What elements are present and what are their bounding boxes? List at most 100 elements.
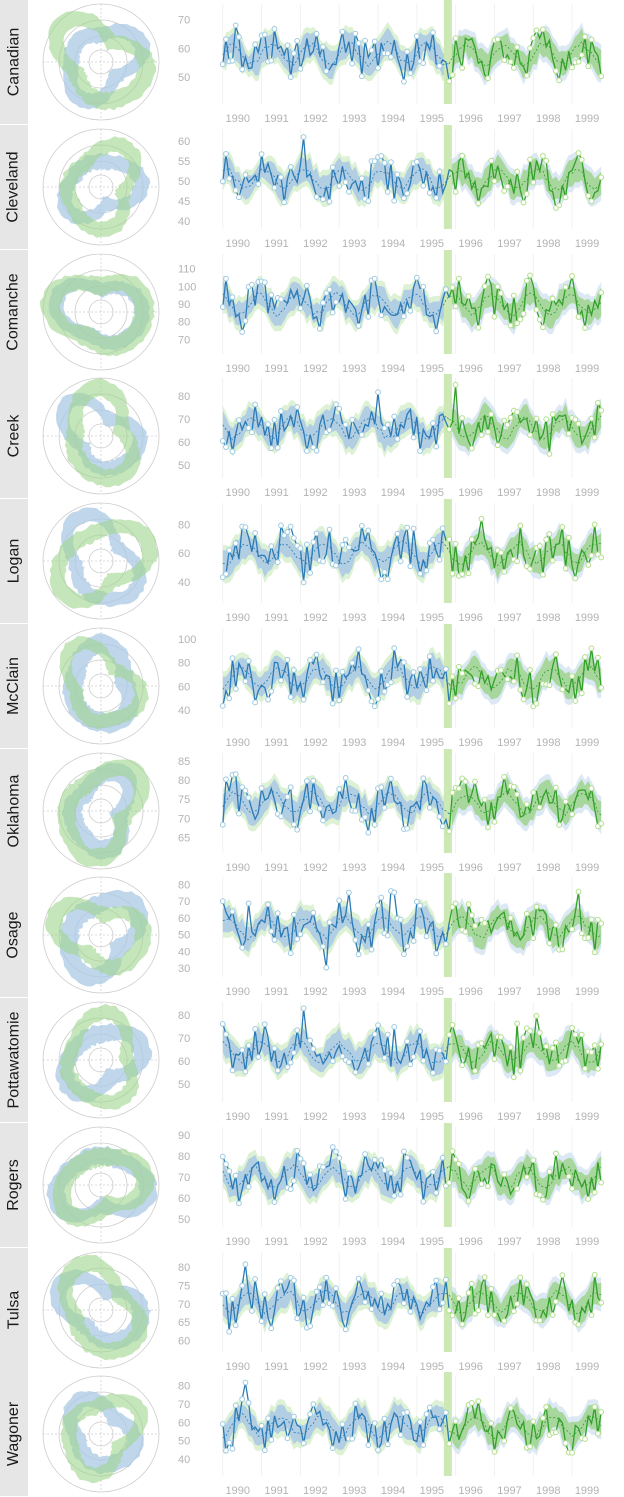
data-point bbox=[219, 898, 226, 905]
data-point bbox=[546, 940, 553, 947]
train-test-split-band bbox=[443, 873, 452, 978]
x-tick-label: 1994 bbox=[381, 612, 405, 623]
data-point bbox=[598, 73, 605, 80]
observed-line-green bbox=[448, 1150, 602, 1204]
data-point bbox=[287, 523, 294, 530]
data-point bbox=[514, 790, 520, 797]
data-point bbox=[294, 1314, 301, 1321]
data-point bbox=[507, 322, 514, 328]
data-point bbox=[507, 415, 514, 421]
data-point bbox=[552, 1298, 559, 1305]
data-point bbox=[498, 1034, 504, 1041]
x-tick-label: 1990 bbox=[226, 737, 250, 748]
data-point bbox=[443, 285, 449, 292]
data-point bbox=[310, 1046, 317, 1052]
data-point bbox=[223, 1031, 229, 1038]
data-point bbox=[536, 1029, 543, 1036]
data-point bbox=[378, 894, 385, 901]
data-point bbox=[271, 26, 278, 32]
y-tick-label: 70 bbox=[178, 334, 190, 346]
data-point bbox=[559, 946, 566, 953]
data-point bbox=[552, 1039, 559, 1046]
data-point bbox=[219, 178, 226, 185]
data-point bbox=[248, 429, 255, 436]
x-tick-label: 1992 bbox=[303, 113, 327, 124]
x-tick-label: 1991 bbox=[264, 238, 288, 249]
data-point bbox=[488, 157, 495, 164]
data-point bbox=[485, 1311, 491, 1318]
data-point bbox=[494, 36, 501, 43]
data-point bbox=[333, 562, 339, 569]
data-point bbox=[459, 1320, 466, 1327]
panel-plot: 40 45 50 55 60 1990 1991 1992 1993 1994 1995 1996 19… bbox=[42, 124, 605, 249]
data-point bbox=[384, 1031, 391, 1038]
y-tick-label: 40 bbox=[178, 705, 190, 717]
data-point bbox=[342, 421, 349, 428]
x-tick-label: 1998 bbox=[536, 113, 560, 124]
data-point bbox=[333, 298, 339, 305]
data-point bbox=[329, 1058, 336, 1064]
data-point bbox=[472, 1067, 478, 1074]
y-tick-label: 80 bbox=[178, 880, 190, 892]
data-point bbox=[465, 570, 472, 577]
y-tick-label: 50 bbox=[178, 176, 190, 188]
data-point bbox=[485, 75, 491, 82]
data-point bbox=[540, 152, 546, 159]
data-point bbox=[388, 1169, 394, 1176]
data-point bbox=[452, 382, 459, 388]
data-point bbox=[459, 152, 466, 159]
x-tick-label: 1998 bbox=[536, 363, 560, 374]
data-point bbox=[517, 1067, 524, 1074]
data-point bbox=[598, 1179, 605, 1186]
x-tick-label: 1997 bbox=[497, 862, 521, 873]
data-point bbox=[333, 1148, 339, 1155]
x-tick-label: 1997 bbox=[497, 1111, 521, 1122]
data-point bbox=[595, 1431, 601, 1437]
x-tick-label: 1994 bbox=[381, 986, 405, 997]
data-point bbox=[569, 1185, 575, 1192]
data-point bbox=[556, 1062, 563, 1069]
data-point bbox=[391, 1023, 398, 1030]
data-point bbox=[261, 31, 268, 38]
x-tick-label: 1994 bbox=[381, 862, 405, 873]
data-point bbox=[575, 313, 582, 320]
x-tick-label: 1995 bbox=[420, 862, 444, 873]
x-tick-label: 1994 bbox=[381, 1485, 405, 1496]
data-point bbox=[591, 521, 598, 528]
data-point bbox=[549, 1045, 556, 1051]
data-point bbox=[552, 651, 559, 657]
data-point bbox=[252, 1025, 259, 1032]
x-tick-label: 1990 bbox=[226, 1361, 250, 1372]
data-point bbox=[562, 1440, 569, 1447]
observed-line-green bbox=[448, 273, 602, 330]
data-point bbox=[455, 275, 462, 281]
x-tick-label: 1994 bbox=[381, 1361, 405, 1372]
data-point bbox=[358, 175, 365, 181]
data-point bbox=[449, 1147, 456, 1154]
train-test-split-band bbox=[443, 499, 452, 603]
x-tick-label: 1993 bbox=[342, 1236, 366, 1247]
data-point bbox=[578, 690, 585, 696]
data-point bbox=[303, 541, 310, 548]
data-point bbox=[223, 571, 229, 577]
train-test-split-band bbox=[443, 1372, 452, 1477]
data-point bbox=[271, 184, 278, 191]
data-point bbox=[433, 950, 440, 957]
data-point bbox=[527, 666, 533, 673]
data-point bbox=[452, 1156, 459, 1163]
data-point bbox=[465, 1289, 472, 1296]
data-point bbox=[252, 401, 259, 408]
x-tick-label: 1991 bbox=[264, 487, 288, 498]
facet-strip: Osage bbox=[0, 873, 28, 998]
x-tick-label: 1998 bbox=[536, 1361, 560, 1372]
data-point bbox=[239, 328, 246, 335]
data-point bbox=[439, 823, 446, 829]
data-point bbox=[268, 688, 275, 694]
data-point bbox=[533, 306, 540, 313]
data-point bbox=[310, 1401, 317, 1408]
data-point bbox=[265, 1415, 271, 1422]
data-point bbox=[384, 932, 391, 939]
data-point bbox=[300, 1005, 307, 1012]
data-point bbox=[223, 1161, 229, 1167]
data-point bbox=[268, 445, 275, 452]
